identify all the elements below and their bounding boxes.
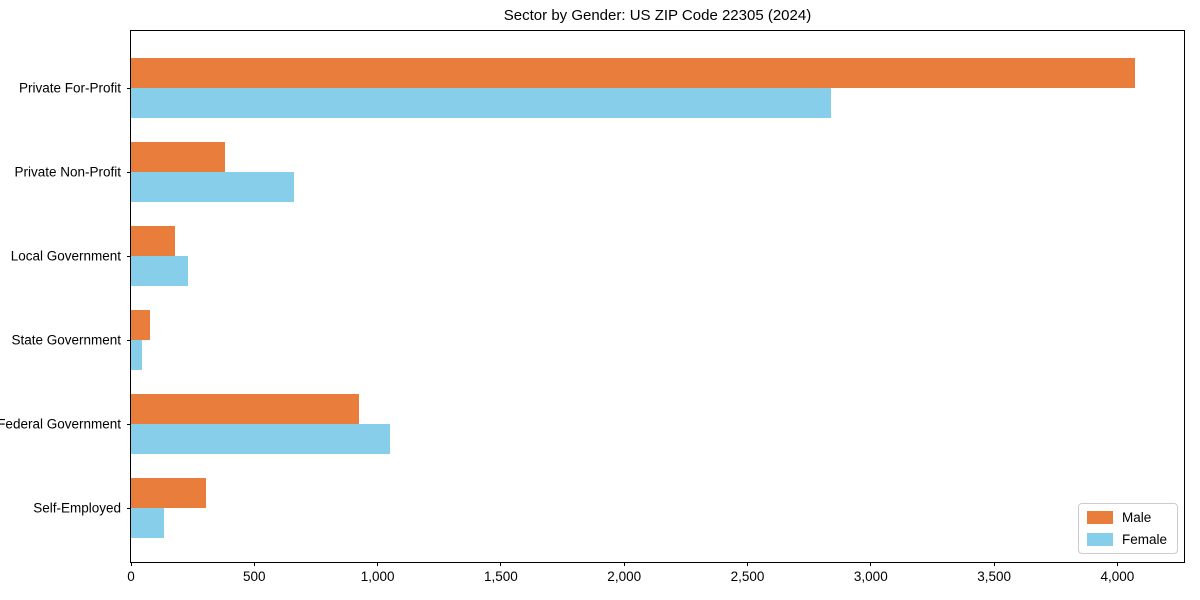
bar-female-self-employed xyxy=(131,508,165,538)
y-tick-private-non-profit xyxy=(127,172,131,173)
bar-male-private-non-profit xyxy=(131,142,225,172)
x-tick-label-4000: 4,000 xyxy=(1100,569,1135,584)
bar-female-private-for-profit xyxy=(131,88,832,118)
bar-male-local-government xyxy=(131,226,176,256)
legend-label-female: Female xyxy=(1121,532,1167,547)
legend-entry-male: Male xyxy=(1086,510,1167,525)
chart-title: Sector by Gender: US ZIP Code 22305 (202… xyxy=(503,7,812,24)
x-tick-2500 xyxy=(747,562,748,566)
y-tick-label-self-employed: Self-Employed xyxy=(33,500,121,516)
x-tick-label-1000: 1,000 xyxy=(360,569,395,584)
x-tick-3000 xyxy=(870,562,872,566)
x-tick-500 xyxy=(253,562,255,566)
bar-female-private-non-profit xyxy=(131,172,294,202)
plot-area: Private For-Profit Private Non-Profit Loca… xyxy=(0,30,1185,584)
x-tick-label-500: 500 xyxy=(243,569,266,584)
y-tick-federal-government xyxy=(127,424,131,425)
x-tick-label-3000: 3,000 xyxy=(853,569,888,584)
y-tick-label-private-non-profit: Private Non-Profit xyxy=(14,164,121,180)
legend-swatch-female xyxy=(1086,533,1113,546)
bar-male-private-for-profit xyxy=(131,58,1135,88)
x-tick-1000 xyxy=(377,562,379,566)
x-tick-1500 xyxy=(500,562,502,566)
x-tick-3500 xyxy=(993,562,995,566)
x-tick-label-0: 0 xyxy=(127,569,135,584)
x-tick-label-3500: 3,500 xyxy=(977,569,1012,584)
x-tick-label-1500: 1,500 xyxy=(484,569,518,584)
bar-female-local-government xyxy=(131,256,188,286)
y-tick-private-for-profit xyxy=(127,88,131,89)
bar-male-state-government xyxy=(131,310,150,340)
y-tick-local-government xyxy=(127,256,131,257)
bar-female-state-government xyxy=(131,340,142,370)
y-tick-self-employed xyxy=(127,508,131,509)
bar-female-federal-government xyxy=(131,424,390,454)
y-tick-label-local-government: Local Government xyxy=(10,248,121,264)
y-tick-label-federal-government: Federal Government xyxy=(0,416,121,432)
y-tick-label-state-government: State Government xyxy=(11,332,121,348)
legend-label-male: Male xyxy=(1121,510,1152,525)
x-tick-label-2000: 2,000 xyxy=(607,569,642,584)
y-tick-label-private-for-profit: Private For-Profit xyxy=(18,80,121,96)
bar-male-federal-government xyxy=(131,394,360,424)
legend: Male Female xyxy=(1077,503,1178,554)
legend-swatch-male xyxy=(1086,511,1113,524)
bar-male-self-employed xyxy=(131,478,207,508)
y-tick-state-government xyxy=(127,340,131,341)
x-tick-2000 xyxy=(623,562,625,566)
legend-entry-female: Female xyxy=(1086,532,1167,547)
x-tick-0 xyxy=(130,562,132,566)
x-tick-4000 xyxy=(1116,562,1118,566)
x-tick-label-2500: 2,500 xyxy=(730,569,765,584)
